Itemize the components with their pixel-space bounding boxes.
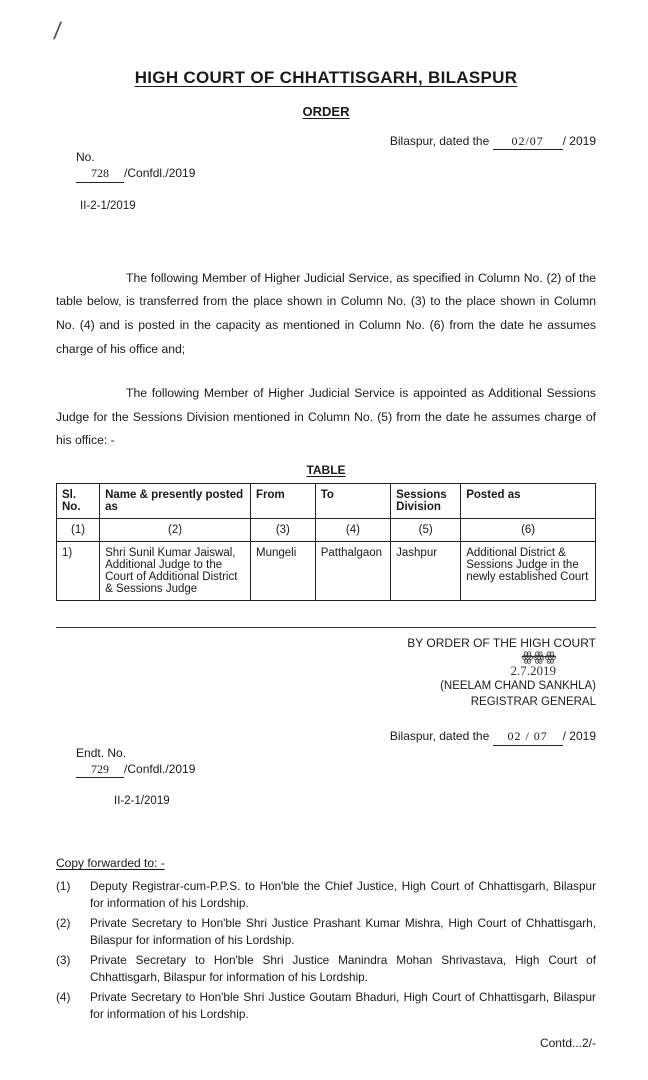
endorsement-date: Bilaspur, dated the 02 / 07/ 2019 bbox=[390, 728, 596, 842]
list-item: (4) Private Secretary to Hon'ble Shri Ju… bbox=[56, 989, 596, 1022]
cell-sessions: Jashpur bbox=[391, 542, 461, 601]
colnum-6: (6) bbox=[461, 519, 596, 542]
endt-prefix: Endt. No. bbox=[76, 746, 126, 760]
th-sl-no: Sl. No. bbox=[57, 484, 100, 519]
by-order-line: BY ORDER OF THE HIGH COURT bbox=[56, 636, 596, 650]
endorsement-number: Endt. No. 729/Confdl./2019 II-2-1/2019 bbox=[56, 728, 195, 842]
th-posted: Posted as bbox=[461, 484, 596, 519]
colnum-1: (1) bbox=[57, 519, 100, 542]
list-item: (2) Private Secretary to Hon'ble Shri Ju… bbox=[56, 915, 596, 948]
ref-no-handwritten: 728 bbox=[76, 165, 124, 182]
cell-to: Patthalgaon bbox=[315, 542, 390, 601]
signatory-name: (NEELAM CHAND SANKHLA) bbox=[56, 679, 596, 695]
colnum-3: (3) bbox=[251, 519, 316, 542]
endt-no-handwritten: 729 bbox=[76, 761, 124, 778]
stray-mark: / bbox=[52, 18, 63, 46]
paragraph-2: The following Member of Higher Judicial … bbox=[56, 382, 596, 453]
list-item: (3) Private Secretary to Hon'ble Shri Ju… bbox=[56, 952, 596, 985]
signatory-designation: REGISTRAR GENERAL bbox=[56, 695, 596, 711]
item-num: (4) bbox=[56, 989, 90, 1022]
item-num: (3) bbox=[56, 952, 90, 985]
paragraph-1: The following Member of Higher Judicial … bbox=[56, 267, 596, 362]
reference-row: No. 728/Confdl./2019 II-2-1/2019 Bilaspu… bbox=[56, 133, 596, 247]
table-colnum-row: (1) (2) (3) (4) (5) (6) bbox=[57, 519, 596, 542]
th-to: To bbox=[315, 484, 390, 519]
ref-date-handwritten: 02/07 bbox=[493, 133, 563, 150]
list-item: (1) Deputy Registrar-cum-P.P.S. to Hon'b… bbox=[56, 878, 596, 911]
copy-list: (1) Deputy Registrar-cum-P.P.S. to Hon'b… bbox=[56, 878, 596, 1022]
endt-sub: II-2-1/2019 bbox=[114, 794, 195, 810]
colnum-2: (2) bbox=[100, 519, 251, 542]
signature-block: (NEELAM CHAND SANKHLA) REGISTRAR GENERAL bbox=[56, 679, 596, 710]
signature-scribble: ꙮꙮꙮ 2.7.2019 bbox=[56, 650, 596, 677]
cell-from: Mungeli bbox=[251, 542, 316, 601]
court-title: HIGH COURT OF CHHATTISGARH, BILASPUR bbox=[56, 68, 596, 88]
th-name: Name & presently posted as bbox=[100, 484, 251, 519]
item-text: Private Secretary to Hon'ble Shri Justic… bbox=[90, 915, 596, 948]
item-num: (2) bbox=[56, 915, 90, 948]
divider bbox=[56, 627, 596, 628]
item-text: Deputy Registrar-cum-P.P.S. to Hon'ble t… bbox=[90, 878, 596, 911]
table-heading: TABLE bbox=[56, 463, 596, 477]
ref-place-prefix: Bilaspur, dated the bbox=[390, 134, 489, 148]
endt-suffix: /Confdl./2019 bbox=[124, 762, 195, 776]
transfer-table: Sl. No. Name & presently posted as From … bbox=[56, 483, 596, 601]
item-text: Private Secretary to Hon'ble Shri Justic… bbox=[90, 989, 596, 1022]
continued-footer: Contd...2/- bbox=[56, 1036, 596, 1050]
order-heading: ORDER bbox=[56, 104, 596, 119]
cell-name: Shri Sunil Kumar Jaiswal, Additional Jud… bbox=[100, 542, 251, 601]
endorsement-row: Endt. No. 729/Confdl./2019 II-2-1/2019 B… bbox=[56, 728, 596, 842]
page: / HIGH COURT OF CHHATTISGARH, BILASPUR O… bbox=[0, 0, 648, 1080]
ref-no-sub: II-2-1/2019 bbox=[80, 199, 195, 215]
ref-no-suffix: /Confdl./2019 bbox=[124, 166, 195, 180]
ref-date-suffix: / 2019 bbox=[563, 134, 596, 148]
item-num: (1) bbox=[56, 878, 90, 911]
sig-date: 2.7.2019 bbox=[511, 663, 557, 678]
cell-posted: Additional District & Sessions Judge in … bbox=[461, 542, 596, 601]
cell-sl: 1) bbox=[57, 542, 100, 601]
reference-date: Bilaspur, dated the 02/07/ 2019 bbox=[390, 133, 596, 247]
colnum-5: (5) bbox=[391, 519, 461, 542]
ref-no-prefix: No. bbox=[76, 150, 95, 164]
th-from: From bbox=[251, 484, 316, 519]
endt-date-handwritten: 02 / 07 bbox=[493, 728, 563, 745]
endt-date-suffix: / 2019 bbox=[563, 729, 596, 743]
endt-place-prefix: Bilaspur, dated the bbox=[390, 729, 489, 743]
colnum-4: (4) bbox=[315, 519, 390, 542]
copy-forwarded-heading: Copy forwarded to: - bbox=[56, 856, 596, 870]
table-row: 1) Shri Sunil Kumar Jaiswal, Additional … bbox=[57, 542, 596, 601]
table-header-row: Sl. No. Name & presently posted as From … bbox=[57, 484, 596, 519]
reference-number: No. 728/Confdl./2019 II-2-1/2019 bbox=[56, 133, 195, 247]
item-text: Private Secretary to Hon'ble Shri Justic… bbox=[90, 952, 596, 985]
th-sessions: Sessions Division bbox=[391, 484, 461, 519]
